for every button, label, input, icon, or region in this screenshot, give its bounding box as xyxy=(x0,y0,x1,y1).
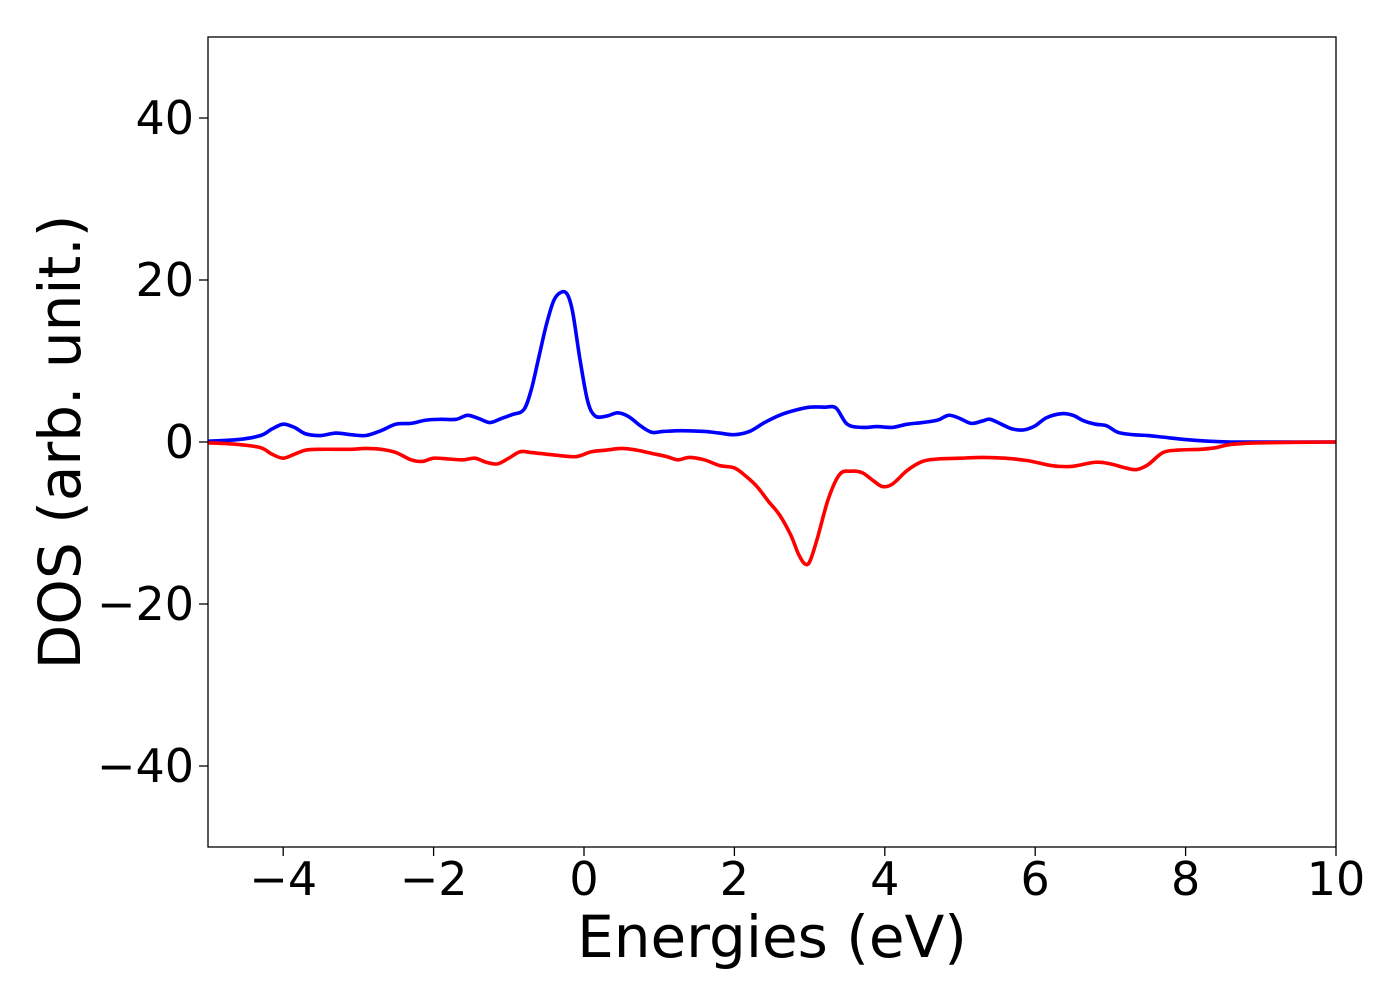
y-tick-label: 40 xyxy=(135,91,194,145)
series-layer xyxy=(207,289,1337,567)
y-axis-label: DOS (arb. unit.) xyxy=(26,215,94,670)
y-tick-label: −40 xyxy=(97,739,194,793)
y-tick-label: 20 xyxy=(135,253,194,307)
series-line-1 xyxy=(207,289,1336,444)
x-tick-label: 8 xyxy=(1171,852,1200,906)
x-axis-label: Energies (eV) xyxy=(577,903,967,971)
x-tick-label: 10 xyxy=(1307,852,1366,906)
x-tick-label: 4 xyxy=(870,852,899,906)
y-tick-label: 0 xyxy=(165,415,194,469)
x-tick-label: −2 xyxy=(400,852,468,906)
x-tick-label: 2 xyxy=(720,852,749,906)
x-tick-label: −4 xyxy=(249,852,317,906)
x-tick-label: 6 xyxy=(1021,852,1050,906)
x-tick-label: 0 xyxy=(569,852,598,906)
series-line-2 xyxy=(207,440,1337,567)
y-axis-ticks: −40 −20 0 20 40 xyxy=(97,91,208,793)
x-axis-ticks: −4 −2 0 2 4 6 8 10 xyxy=(249,847,1365,906)
y-tick-label: −20 xyxy=(97,577,194,631)
